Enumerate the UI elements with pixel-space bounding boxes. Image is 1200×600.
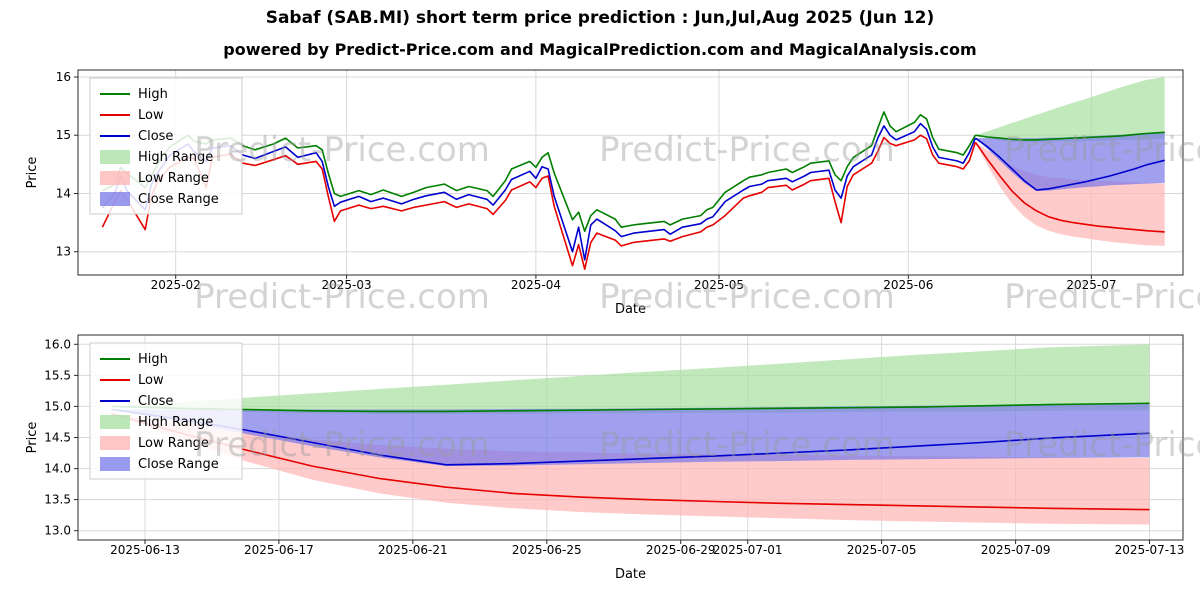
y-tick-label: 16.0 bbox=[44, 337, 71, 351]
y-tick-label: 14.5 bbox=[44, 431, 71, 445]
legend-label: Close bbox=[138, 129, 173, 144]
x-tick-label: 2025-07 bbox=[1066, 278, 1116, 292]
legend-sample-patch bbox=[100, 150, 130, 164]
x-tick-label: 2025-06 bbox=[883, 278, 933, 292]
legend-label: High bbox=[138, 87, 168, 102]
close-line-forecast bbox=[974, 137, 1165, 191]
figure-subtitle: powered by Predict-Price.com and Magical… bbox=[223, 40, 977, 59]
legend-label: Close Range bbox=[138, 457, 219, 472]
legend-label: Low bbox=[138, 373, 164, 388]
y-tick-label: 13 bbox=[56, 245, 71, 259]
legend-box bbox=[89, 342, 243, 480]
low-range-band bbox=[975, 142, 1165, 246]
legend-label: High bbox=[138, 352, 168, 367]
x-tick-label: 2025-07-01 bbox=[713, 543, 783, 557]
x-tick-label: 2025-02 bbox=[151, 278, 201, 292]
x-axis-label: Date bbox=[615, 302, 646, 317]
plot-border bbox=[77, 69, 1184, 276]
y-tick-label: 13.0 bbox=[44, 524, 71, 538]
high-line-forecast bbox=[975, 131, 1165, 141]
legend-label: High Range bbox=[138, 415, 213, 430]
legend-label: Low bbox=[138, 108, 164, 123]
high-line-forecast bbox=[111, 402, 1150, 413]
legend-sample-patch bbox=[100, 457, 130, 471]
x-tick-label: 2025-06-13 bbox=[110, 543, 180, 557]
legend-label: Close bbox=[138, 394, 173, 409]
x-tick-label: 2025-05 bbox=[694, 278, 744, 292]
x-tick-label: 2025-07-05 bbox=[847, 543, 917, 557]
y-tick-label: 14.0 bbox=[44, 462, 71, 476]
legend-label: Close Range bbox=[138, 192, 219, 207]
x-tick-label: 2025-06-17 bbox=[244, 543, 314, 557]
high-line-history bbox=[102, 111, 977, 233]
y-tick-label: 15.0 bbox=[44, 399, 71, 413]
y-tick-label: 14 bbox=[56, 187, 71, 201]
x-tick-label: 2025-06-25 bbox=[512, 543, 582, 557]
x-tick-label: 2025-07-09 bbox=[981, 543, 1051, 557]
x-tick-label: 2025-03 bbox=[322, 278, 372, 292]
x-tick-label: 2025-04 bbox=[511, 278, 561, 292]
low-line-forecast bbox=[111, 413, 1150, 511]
y-tick-label: 15 bbox=[56, 128, 71, 142]
close-line-history bbox=[101, 122, 977, 261]
high-range-band bbox=[975, 77, 1165, 143]
legend-label: Low Range bbox=[138, 171, 209, 186]
legend-label: Low Range bbox=[138, 436, 209, 451]
forecast-detail-chart: 2025-06-13 2025-06-17 2025-06-21 2025-06-25… bbox=[25, 334, 1185, 582]
legend-sample-patch bbox=[100, 192, 130, 206]
legend-sample-patch bbox=[100, 415, 130, 429]
x-axis-label: Date bbox=[615, 567, 646, 582]
x-tick-label: 2025-07-13 bbox=[1115, 543, 1185, 557]
close-range-band bbox=[975, 132, 1165, 192]
y-axis-label: Price bbox=[25, 422, 40, 454]
high-range-band bbox=[111, 344, 1150, 414]
history-with-forecast-chart: 2025-02 2025-03 2025-04 2025-05 2025-06 2025-… bbox=[25, 69, 1184, 317]
legend-sample-patch bbox=[100, 171, 130, 185]
figure-title: Sabaf (SAB.MI) short term price predicti… bbox=[265, 8, 935, 28]
y-tick-label: 15.5 bbox=[44, 368, 71, 382]
close-line-forecast bbox=[111, 408, 1150, 466]
legend-box bbox=[89, 77, 243, 215]
legend-sample-patch bbox=[100, 436, 130, 450]
close-range-band bbox=[111, 403, 1150, 467]
low-line-history bbox=[101, 134, 977, 270]
y-tick-label: 16 bbox=[56, 70, 71, 84]
low-line-forecast bbox=[974, 141, 1165, 233]
legend-label: High Range bbox=[138, 150, 213, 165]
low-range-band bbox=[111, 413, 1150, 525]
y-tick-label: 13.5 bbox=[44, 493, 71, 507]
x-tick-label: 2025-06-29 bbox=[646, 543, 716, 557]
x-tick-label: 2025-06-21 bbox=[378, 543, 448, 557]
y-axis-label: Price bbox=[25, 157, 40, 189]
